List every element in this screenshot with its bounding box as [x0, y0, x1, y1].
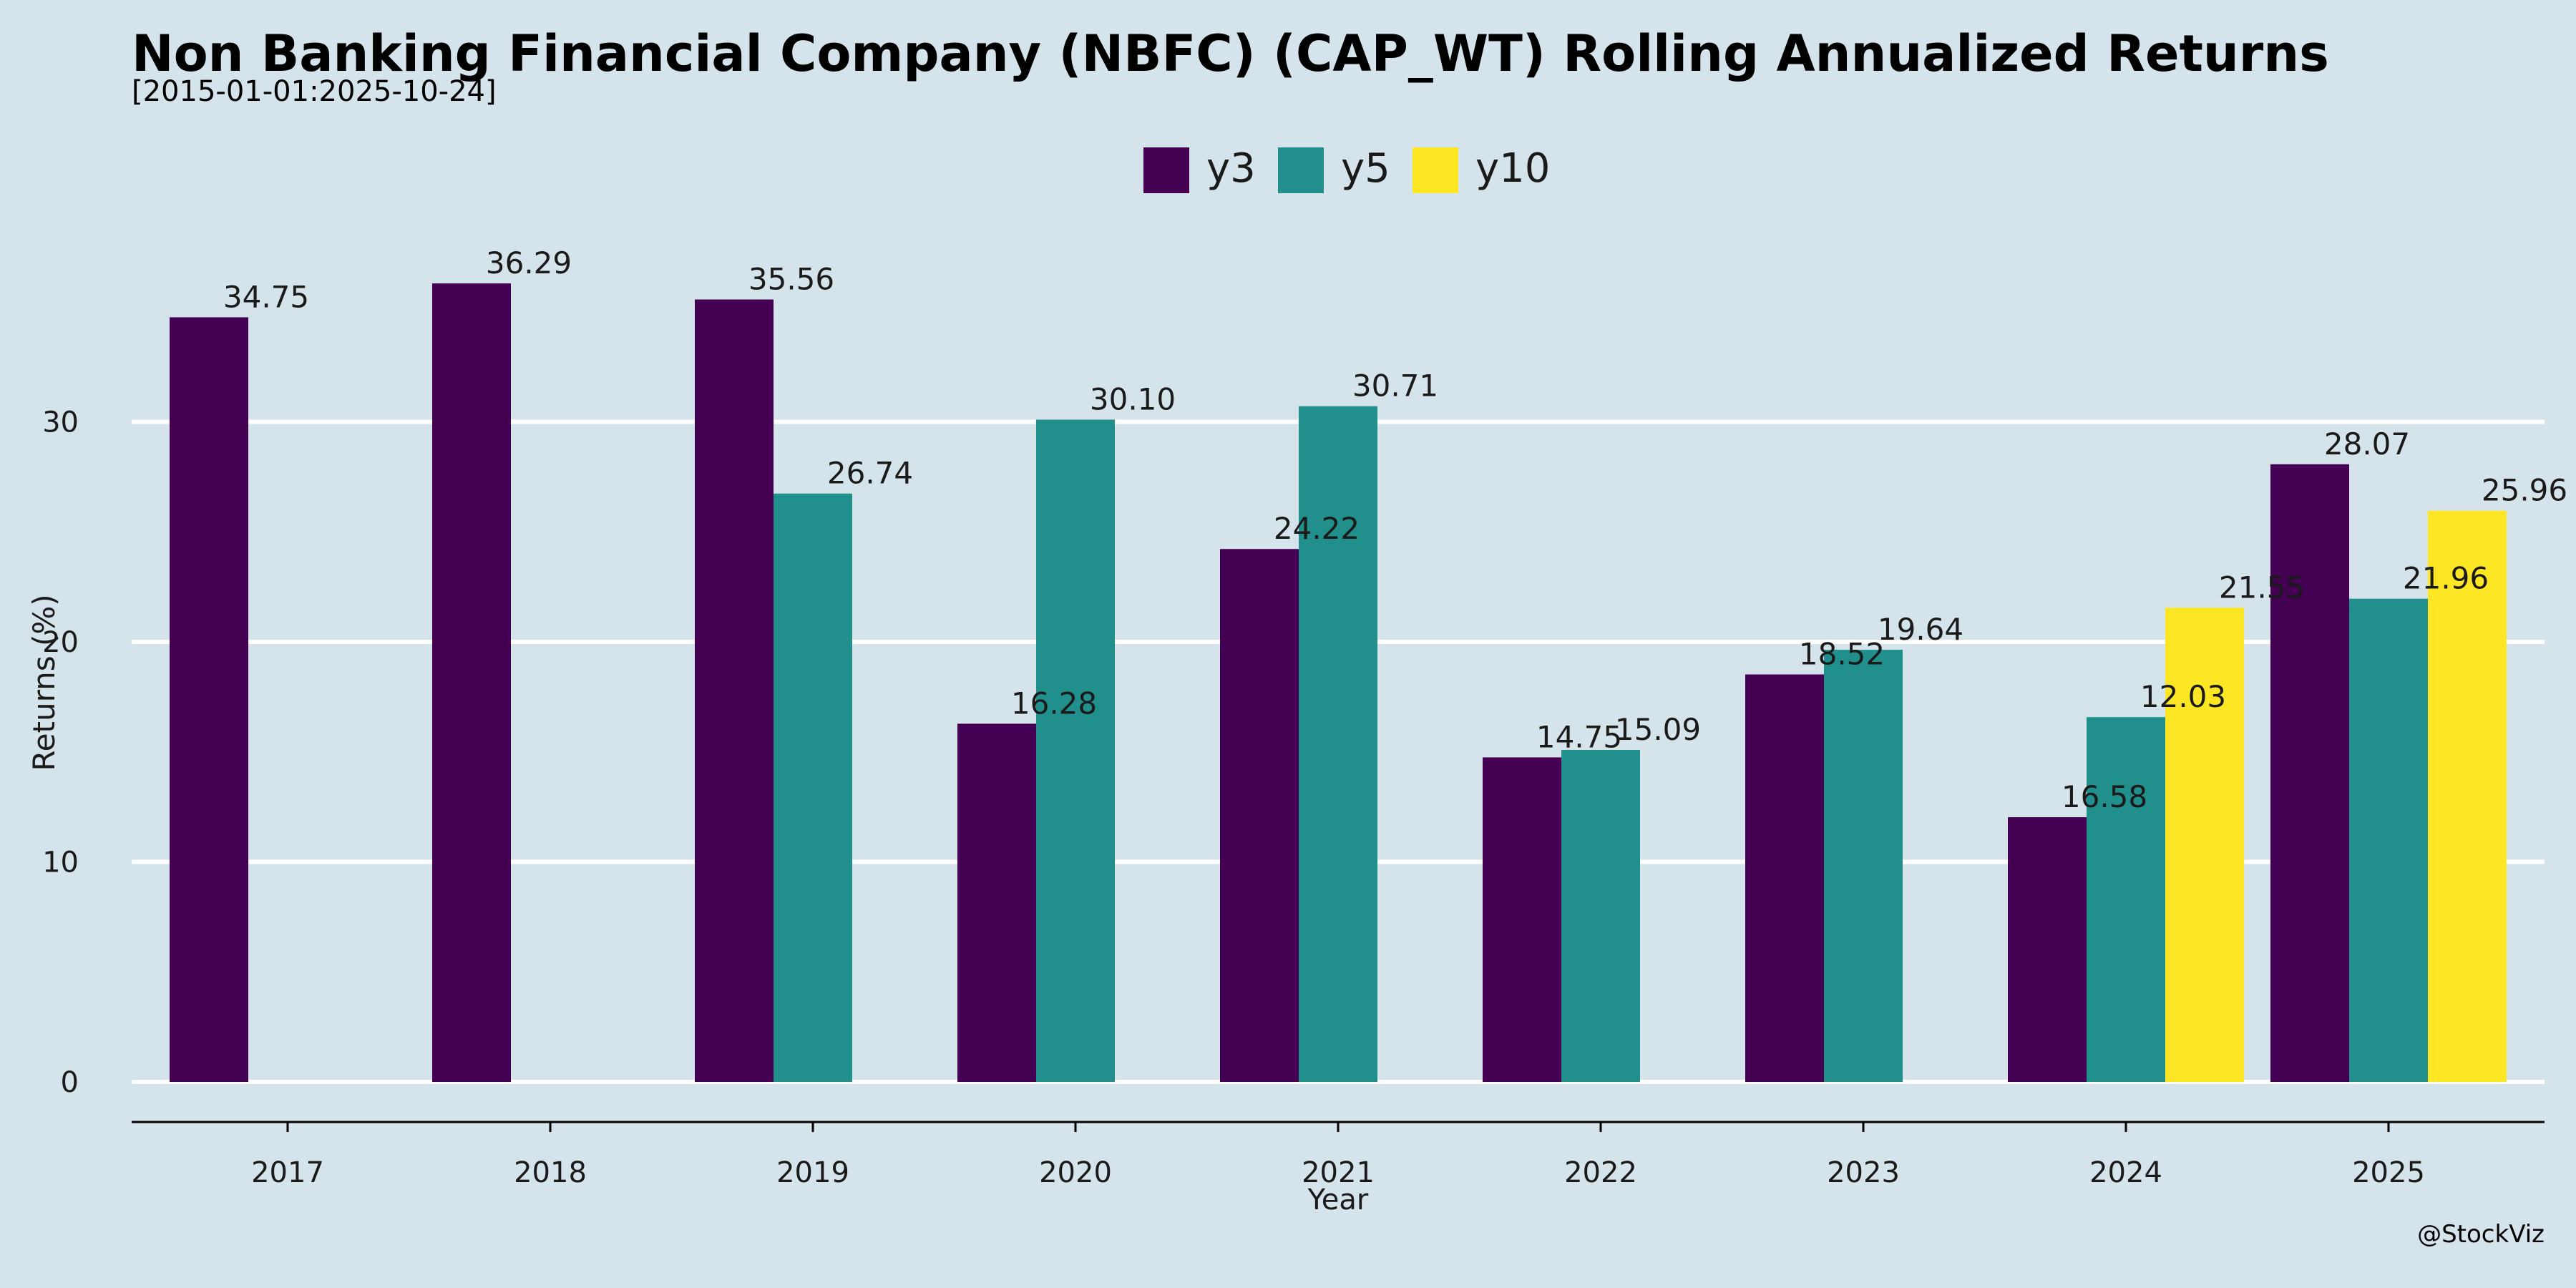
axes: 0 10 20 30 2017 2018 2019 2020 2021 2022 2023 2024 2… — [26, 406, 2545, 1216]
data-label: 30.71 — [1352, 369, 1438, 404]
x-tick-label: 2023 — [1827, 1156, 1900, 1189]
chart-subtitle: [2015-01-01:2025-10-24] — [132, 75, 497, 108]
x-tick-label: 2019 — [776, 1156, 849, 1189]
bar-y10-2025 — [2428, 510, 2507, 1082]
bar-y10-2024 — [2165, 608, 2244, 1082]
chart-title: Non Banking Financial Company (NBFC) (CA… — [132, 24, 2329, 83]
bar-y3-2022 — [1483, 757, 1561, 1082]
x-tick-label: 2020 — [1039, 1156, 1112, 1189]
y-tick-label: 30 — [42, 406, 79, 439]
bar-y5-2020 — [1036, 419, 1115, 1082]
x-tick-label: 2022 — [1564, 1156, 1637, 1189]
legend-label-y5: y5 — [1341, 145, 1390, 192]
x-tick-label: 2025 — [2352, 1156, 2425, 1189]
data-label: 34.75 — [223, 279, 309, 314]
data-label: 12.03 — [2140, 679, 2226, 714]
bar-y5-2019 — [774, 493, 852, 1082]
data-label: 28.07 — [2324, 426, 2410, 462]
data-label: 15.09 — [1615, 712, 1701, 747]
bar-y3-2020 — [957, 723, 1036, 1082]
legend: y3 y5 y10 — [1143, 145, 1550, 193]
bar-y5-2021 — [1299, 406, 1377, 1082]
legend-label-y10: y10 — [1475, 145, 1550, 192]
data-label: 25.96 — [2482, 473, 2567, 508]
legend-swatch-y5 — [1278, 147, 1324, 193]
data-label: 21.55 — [2219, 570, 2305, 605]
legend-label-y3: y3 — [1206, 145, 1256, 192]
data-label: 36.29 — [486, 245, 572, 280]
bars — [170, 283, 2507, 1082]
bar-y3-2019 — [695, 299, 774, 1082]
bar-y5-2022 — [1561, 749, 1640, 1082]
data-label: 19.64 — [1878, 612, 1963, 647]
data-label: 26.74 — [827, 456, 913, 491]
data-labels: 34.75 36.29 35.56 16.28 24.22 14.75 18.52 16.58… — [223, 245, 2567, 814]
legend-swatch-y10 — [1413, 147, 1458, 193]
bar-y3-2025 — [2270, 464, 2349, 1082]
bar-y5-2024 — [2087, 717, 2165, 1082]
bar-y3-2021 — [1220, 549, 1299, 1082]
y-tick-label: 10 — [42, 847, 79, 879]
data-label: 24.22 — [1274, 511, 1360, 546]
data-label: 30.10 — [1090, 381, 1176, 416]
x-tick-label: 2021 — [1302, 1156, 1375, 1189]
bar-y3-2024 — [2008, 817, 2087, 1082]
data-label: 21.96 — [2403, 561, 2489, 596]
bar-y3-2017 — [170, 317, 248, 1082]
data-label: 18.52 — [1799, 637, 1885, 672]
y-tick-label: 0 — [61, 1066, 79, 1099]
y-axis-label: Returns (%) — [26, 594, 62, 771]
x-axis-label: Year — [1307, 1184, 1369, 1216]
credit-text: @StockViz — [2417, 1220, 2545, 1249]
bar-y5-2025 — [2349, 598, 2428, 1082]
bar-y3-2018 — [432, 283, 511, 1082]
x-tick-label: 2024 — [2089, 1156, 2162, 1189]
data-label: 35.56 — [748, 262, 834, 297]
data-label: 14.75 — [1536, 719, 1622, 754]
bar-y3-2023 — [1745, 674, 1824, 1082]
y-tick-label: 20 — [42, 626, 79, 659]
x-tick-label: 2018 — [514, 1156, 587, 1189]
data-label: 16.28 — [1011, 686, 1097, 721]
x-tick-label: 2017 — [251, 1156, 324, 1189]
data-label: 16.58 — [2062, 779, 2147, 814]
legend-swatch-y3 — [1143, 147, 1189, 193]
bar-y5-2023 — [1824, 650, 1903, 1082]
